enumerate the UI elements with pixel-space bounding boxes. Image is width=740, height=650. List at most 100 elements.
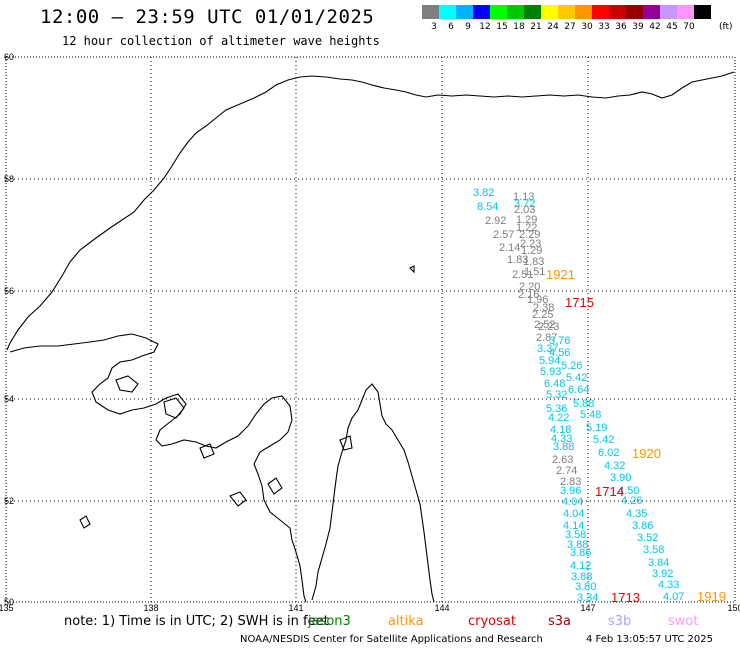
latitude-label: 58 bbox=[4, 174, 14, 184]
color-scale-label: 24 bbox=[547, 22, 559, 32]
color-swatch bbox=[643, 5, 660, 19]
coastline bbox=[6, 71, 735, 603]
wave-height-point: 3.96 bbox=[560, 485, 581, 497]
coastline-sakhalin-west bbox=[311, 383, 383, 601]
wave-height-point: 3.92 bbox=[652, 568, 673, 580]
latitude-label: 50 bbox=[4, 597, 14, 607]
color-swatch bbox=[541, 5, 558, 19]
wave-height-point: 1.96 bbox=[527, 294, 548, 306]
satellite-legend-item: s3a bbox=[548, 614, 572, 629]
wave-height-point: 4.18 bbox=[550, 424, 571, 436]
wave-height-point: 4.22 bbox=[548, 412, 569, 424]
wave-height-point: 4.35 bbox=[626, 508, 647, 520]
color-scale-label: 42 bbox=[649, 22, 661, 32]
color-swatch bbox=[660, 5, 677, 19]
wave-height-point: 4.04 bbox=[563, 508, 584, 520]
island-c bbox=[229, 491, 247, 507]
wave-height-point: 5.26 bbox=[561, 360, 582, 372]
wave-height-point: 2.52 bbox=[534, 319, 555, 331]
latitude-label: 52 bbox=[4, 496, 14, 506]
pass-label: 1713 bbox=[611, 590, 640, 605]
longitude-label: 141 bbox=[288, 603, 303, 613]
wave-height-point: 2.03 bbox=[514, 204, 535, 216]
wave-height-point: 4.26 bbox=[621, 495, 642, 507]
color-scale-label: 33 bbox=[598, 22, 610, 32]
wave-height-point: 6.02 bbox=[598, 447, 619, 459]
wave-height-point: 3.72 bbox=[514, 198, 535, 210]
island-e bbox=[199, 443, 215, 459]
wave-height-point: 3.37 bbox=[537, 343, 558, 355]
wave-height-point: 2.20 bbox=[519, 281, 540, 293]
wave-height-point: 2.92 bbox=[485, 215, 506, 227]
wave-height-points: 3.82 1.138.54 3.722.032.92 1.291.222.57 2.29… bbox=[473, 187, 684, 604]
wave-height-point: 2.23 bbox=[520, 238, 541, 250]
pass-labels: 1921 1715 1920 1714 1713 1919 bbox=[546, 267, 726, 605]
wave-height-point: 4.12 bbox=[570, 560, 591, 572]
pass-label: 1919 bbox=[697, 589, 726, 604]
wave-height-point: 1.83 bbox=[507, 254, 528, 266]
color-scale-label: 6 bbox=[448, 22, 454, 32]
wave-height-point: 4.33 bbox=[551, 433, 572, 445]
satellite-legend-item: jason3 bbox=[308, 614, 351, 629]
wave-height-point: 5.48 bbox=[580, 409, 601, 421]
wave-height-point: 3.58 bbox=[643, 544, 664, 556]
longitude-labels: 135 138 141 144 147 150 bbox=[0, 603, 740, 613]
wave-height-point: 5.94 bbox=[539, 355, 560, 367]
wave-height-point: 1.22 bbox=[516, 222, 537, 234]
coastline-north bbox=[6, 71, 735, 351]
grid-lines bbox=[6, 57, 735, 602]
wave-height-point: 5.42 bbox=[593, 434, 614, 446]
wave-height-point: 1.29 bbox=[516, 214, 537, 226]
island-a bbox=[115, 375, 139, 393]
color-scale-label: 27 bbox=[564, 22, 576, 32]
footer-note: note: 1) Time is in UTC; 2) SWH is in fe… bbox=[64, 614, 329, 629]
island-d bbox=[267, 477, 283, 495]
longitude-label: 138 bbox=[143, 603, 158, 613]
wave-height-point: 4.56 bbox=[549, 347, 570, 359]
wave-height-point: 3.82 bbox=[473, 187, 494, 199]
wave-height-point: 4.33 bbox=[658, 579, 679, 591]
wave-height-point: 2.57 bbox=[493, 229, 514, 241]
color-swatch bbox=[575, 5, 592, 19]
wave-height-point: 2.51 bbox=[512, 269, 533, 281]
satellite-legend-item: s3b bbox=[608, 614, 632, 629]
island-f bbox=[79, 515, 91, 529]
wave-height-point: 3.58 bbox=[565, 529, 586, 541]
color-swatch bbox=[626, 5, 643, 19]
wave-height-point: 2.63 bbox=[552, 454, 573, 466]
color-scale-label: 21 bbox=[530, 22, 542, 32]
wave-height-point: 4.32 bbox=[604, 460, 625, 472]
pass-label: 1714 bbox=[595, 484, 624, 499]
wave-height-point: 2.83 bbox=[560, 476, 581, 488]
island-h bbox=[409, 265, 415, 274]
wave-height-point: 3.90 bbox=[610, 472, 631, 484]
color-swatch bbox=[609, 5, 626, 19]
wave-height-point: 3.80 bbox=[575, 581, 596, 593]
coastline-sakhalin-east bbox=[381, 415, 435, 603]
longitude-label: 135 bbox=[0, 603, 14, 613]
wave-height-point: 3.34 bbox=[577, 592, 598, 604]
wave-height-point: 4.04 bbox=[562, 496, 583, 508]
pass-label: 1921 bbox=[546, 267, 575, 282]
color-swatch bbox=[558, 5, 575, 19]
color-scale-label: 45 bbox=[666, 22, 678, 32]
wave-height-point: 1.29 bbox=[521, 245, 542, 257]
wave-height-point: 2.23 bbox=[538, 321, 559, 333]
wave-height-point: 2.29 bbox=[519, 229, 540, 241]
credit-line: NOAA/NESDIS Center for Satellite Applica… bbox=[240, 634, 543, 645]
wave-height-point: 3.84 bbox=[648, 557, 669, 569]
map-frame bbox=[5, 56, 736, 603]
wave-height-point: 2.14 bbox=[499, 242, 520, 254]
latitude-label: 56 bbox=[4, 286, 14, 296]
color-scale-label: 3 bbox=[431, 22, 437, 32]
wave-height-point: 5.93 bbox=[540, 366, 561, 378]
wave-height-point: 5.88 bbox=[573, 398, 594, 410]
color-swatch bbox=[694, 5, 711, 19]
color-scale-label: 12 bbox=[479, 22, 491, 32]
wave-height-point: 5.19 bbox=[586, 422, 607, 434]
color-scale-label: 36 bbox=[615, 22, 627, 32]
wave-height-point: 3.88 bbox=[571, 571, 592, 583]
wave-height-point: 6.64 bbox=[568, 384, 589, 396]
wave-height-point: 6.48 bbox=[544, 378, 565, 390]
